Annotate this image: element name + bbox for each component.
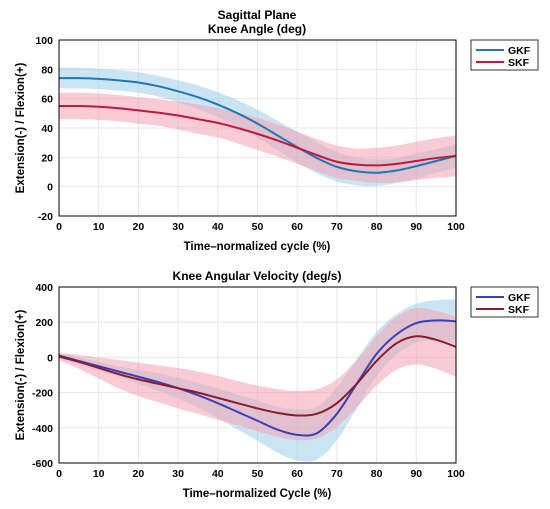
c1-y-tick-label: 0	[47, 182, 53, 194]
c1-y-tick-label: 60	[41, 94, 53, 106]
c2-y-tick-label: -400	[32, 423, 53, 435]
c1-x-tick-label: 50	[252, 221, 264, 233]
chart2-plot-frame	[58, 286, 457, 464]
c2-line-skf	[58, 335, 457, 417]
c1-x-tick-label: 90	[410, 221, 422, 233]
c2-x-tick-label: 60	[291, 468, 303, 480]
chart1-y-label: Extension(-) / Flexion(+)	[15, 63, 27, 194]
c2-x-tick-label: 40	[212, 468, 224, 480]
chart1-x-label: Time–normalized cycle (%)	[184, 241, 331, 253]
chart2-y-label: Extension(-) / Flexion(+)	[15, 310, 27, 441]
c1-x-tick-label: 20	[133, 221, 145, 233]
chart1-legend-gkf-label: GKF	[508, 45, 531, 57]
c1-line-skf	[58, 104, 457, 167]
c2-y-tick-label: -200	[32, 388, 53, 400]
chart2-x-label: Time–normalized Cycle (%)	[183, 488, 332, 500]
c2-x-tick-label: 10	[93, 468, 105, 480]
c2-y-tick-label: 400	[35, 282, 53, 294]
chart2-legend-skf-label: SKF	[508, 304, 530, 316]
chart2-title: Knee Angular Velocity (deg/s)	[173, 269, 342, 283]
c2-y-tick-label: -600	[32, 458, 53, 470]
c1-x-tick-label: 70	[331, 221, 343, 233]
c1-band-skf	[59, 92, 456, 184]
chart2-lines	[58, 319, 457, 437]
chart-knee-velocity: Knee Angular Velocity (deg/s) 0 10 20 30 40 5…	[15, 269, 539, 500]
chart1-subtitle: Knee Angle (deg)	[208, 22, 306, 36]
chart1-grid	[58, 39, 457, 217]
c1-x-tick-label: 0	[56, 221, 62, 233]
chart2-legend: GKF SKF	[470, 286, 539, 318]
chart2-y-ticks: -600 -400 -200 0 200 400	[32, 282, 53, 470]
c1-x-tick-label: 10	[93, 221, 105, 233]
chart1-plot-frame	[58, 39, 457, 217]
chart1-legend-box	[470, 39, 539, 71]
c2-y-tick-label: 0	[47, 352, 53, 364]
chart1-title: Sagittal Plane	[218, 8, 297, 22]
c2-x-tick-label: 0	[56, 468, 62, 480]
chart1-legend: GKF SKF	[470, 39, 539, 71]
c1-y-tick-label: 80	[41, 64, 53, 76]
c1-x-tick-label: 30	[172, 221, 184, 233]
c2-x-tick-label: 30	[172, 468, 184, 480]
chart1-x-ticks: 0 10 20 30 40 50 60 70 80 90 100	[56, 221, 465, 233]
c1-x-tick-label: 40	[212, 221, 224, 233]
c1-y-tick-label: 20	[41, 152, 53, 164]
c2-band-skf	[59, 307, 456, 441]
c1-y-tick-label: 100	[35, 35, 53, 47]
chart-knee-angle: Sagittal Plane Knee Angle (deg) 0 10 20 30 4…	[15, 8, 539, 253]
c2-y-tick-label: 200	[35, 317, 53, 329]
chart1-legend-skf-label: SKF	[508, 57, 530, 69]
chart1-y-ticks: -20 0 20 40 60 80 100	[35, 35, 53, 223]
chart1-bands	[59, 67, 456, 187]
c2-x-tick-label: 90	[410, 468, 422, 480]
c1-x-tick-label: 80	[371, 221, 383, 233]
c2-x-tick-label: 50	[252, 468, 264, 480]
c2-x-tick-label: 70	[331, 468, 343, 480]
c1-y-tick-label: -20	[38, 211, 53, 223]
c2-x-tick-label: 80	[371, 468, 383, 480]
c1-y-tick-label: 40	[41, 123, 53, 135]
c1-x-tick-label: 60	[291, 221, 303, 233]
c1-x-tick-label: 100	[447, 221, 465, 233]
c2-x-tick-label: 20	[133, 468, 145, 480]
chart2-legend-gkf-label: GKF	[508, 292, 531, 304]
c2-line-gkf	[58, 319, 457, 437]
chart1-lines	[58, 77, 457, 174]
chart2-x-ticks: 0 10 20 30 40 50 60 70 80 90 100	[56, 468, 465, 480]
c1-line-gkf	[58, 77, 457, 174]
c2-x-tick-label: 100	[447, 468, 465, 480]
chart2-bands	[59, 299, 456, 462]
chart2-legend-box	[470, 286, 539, 318]
